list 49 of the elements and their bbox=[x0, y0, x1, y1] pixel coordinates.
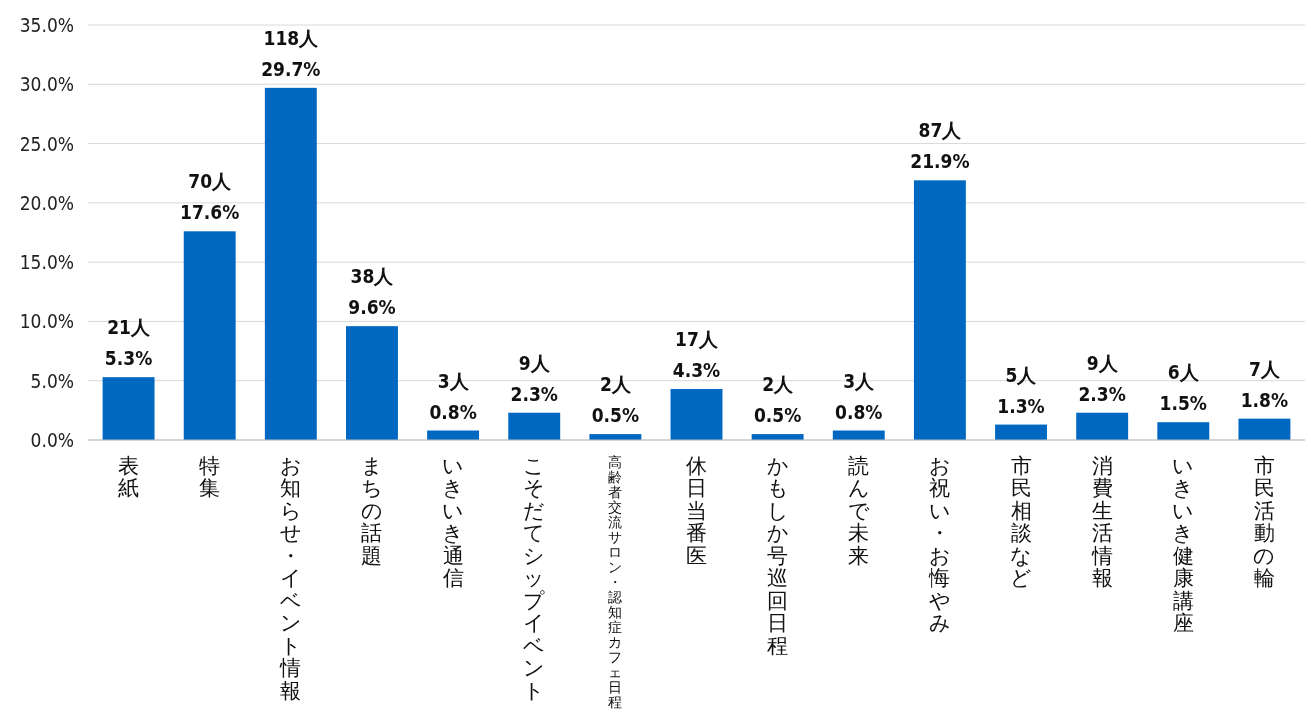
data-label: 3人 0.8% bbox=[429, 369, 477, 423]
category-label: 高齢者交流サロン・認知症カフェ日程 bbox=[608, 453, 623, 710]
y-tick-label: 10.0% bbox=[19, 310, 74, 333]
data-label: 5人 1.3% bbox=[997, 363, 1045, 417]
y-tick-label: 30.0% bbox=[19, 73, 74, 96]
data-label: 2人 0.5% bbox=[591, 373, 640, 427]
bar bbox=[264, 87, 317, 440]
data-label: 6人 1.5% bbox=[1159, 361, 1208, 415]
y-tick-label: 15.0% bbox=[19, 251, 74, 274]
bar bbox=[1238, 418, 1291, 440]
category-label: お知らせ・イベント情報 bbox=[279, 453, 302, 703]
bar bbox=[995, 424, 1047, 440]
x-tick-label: お祝い・お悔やみ bbox=[928, 453, 951, 636]
x-tick-label: いきいき健康講座 bbox=[1172, 453, 1195, 636]
data-label: 70人 17.6% bbox=[180, 170, 240, 224]
data-label: 38人 9.6% bbox=[348, 265, 396, 319]
category-label: かもしか号巡回日程 bbox=[766, 453, 789, 658]
y-tick-label: 25.0% bbox=[19, 132, 74, 155]
data-label: 9人 2.3% bbox=[1078, 351, 1126, 405]
bar bbox=[1157, 422, 1210, 440]
data-label: 118人 29.7% bbox=[261, 26, 321, 80]
data-label: 2人 0.5% bbox=[753, 373, 802, 427]
x-tick-label: まちの話題 bbox=[360, 453, 383, 568]
x-tick-label: 表紙 bbox=[118, 453, 140, 501]
bar bbox=[913, 180, 966, 440]
bar bbox=[183, 231, 236, 440]
x-tick-label: 市民活動の輪 bbox=[1253, 453, 1276, 591]
data-label: 9人 2.3% bbox=[510, 351, 558, 405]
x-tick-label: 市民相談など bbox=[1010, 453, 1033, 591]
y-tick-label: 20.0% bbox=[19, 191, 74, 214]
x-tick-label: いきいき通信 bbox=[442, 453, 465, 591]
data-label: 3人 0.8% bbox=[835, 369, 883, 423]
data-label: 17人 4.3% bbox=[672, 328, 721, 382]
category-label: こそだてシップイベント bbox=[523, 453, 546, 703]
bar bbox=[346, 326, 398, 440]
y-tick-label: 5.0% bbox=[30, 369, 74, 392]
x-tick-label: 消費生活情報 bbox=[1090, 453, 1113, 591]
bar bbox=[670, 389, 723, 440]
y-tick-label: 0.0% bbox=[30, 429, 74, 451]
bar bbox=[508, 412, 561, 440]
x-tick-label: 読んで未来 bbox=[847, 453, 870, 568]
data-label: 21人 5.3% bbox=[104, 316, 153, 370]
bar bbox=[102, 377, 155, 440]
data-label: 7人 1.8% bbox=[1240, 357, 1289, 411]
y-tick-label: 35.0% bbox=[19, 14, 74, 36]
bar bbox=[1076, 412, 1129, 440]
x-tick-label: 休日当番医 bbox=[686, 453, 707, 568]
x-tick-label: 特集 bbox=[199, 453, 221, 501]
data-label: 87人 21.9% bbox=[910, 119, 970, 173]
